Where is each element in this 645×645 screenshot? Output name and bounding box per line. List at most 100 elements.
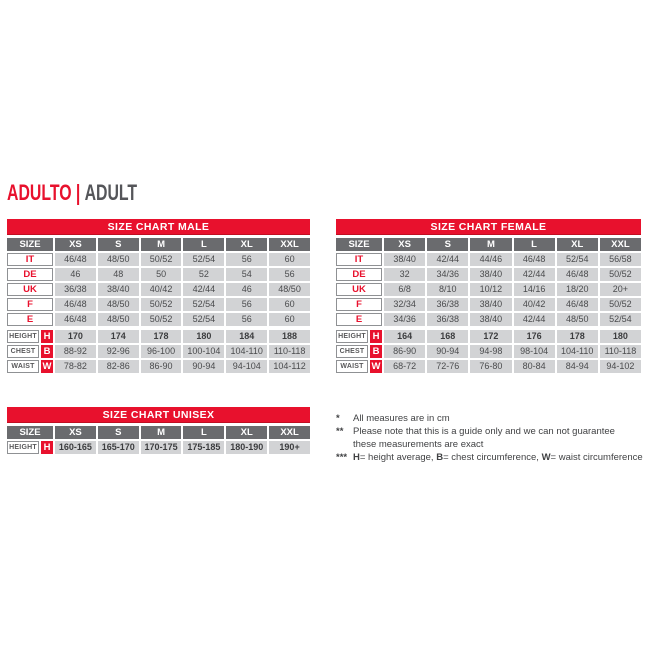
size-value-cell: 48 [97, 268, 139, 281]
size-value-cell: 52/54 [183, 298, 225, 311]
size-value-cell: 46/48 [55, 298, 96, 311]
measure-value-cell: 80-84 [513, 360, 555, 373]
size-system-label: F [336, 298, 382, 311]
column-header-cell: L [183, 426, 225, 439]
measure-value-cell: 170-175 [140, 441, 182, 454]
size-value-cell: 32/34 [384, 298, 426, 311]
measure-value-cell: 168 [427, 330, 469, 343]
column-header-cell: M [140, 238, 182, 251]
measure-badge: B [370, 345, 382, 358]
measure-value-cell: 172 [470, 330, 512, 343]
footnote-marker: *** [336, 452, 348, 463]
column-header-cell: S [97, 426, 139, 439]
size-value-cell: 38/40 [470, 268, 512, 281]
measure-value-cell: 104-112 [269, 360, 310, 373]
measure-label: WAIST [7, 360, 39, 373]
table-title-bar: SIZE CHART MALE [7, 219, 310, 235]
size-value-cell: 50/52 [140, 313, 182, 326]
size-column-header: SIZE [7, 426, 53, 439]
title-primary: ADULTO [7, 180, 72, 205]
measure-value-cell: 110-118 [599, 345, 641, 358]
column-header-cell: XS [384, 238, 426, 251]
size-value-cell: 48/50 [97, 298, 139, 311]
size-value-cell: 40/42 [513, 298, 555, 311]
measure-value-cell: 174 [97, 330, 139, 343]
size-value-cell: 32 [384, 268, 426, 281]
size-row: F 46/48 48/50 50/52 52/54 56 60 [7, 298, 310, 311]
size-system-label: E [7, 313, 53, 326]
measure-value-cell: 84-94 [556, 360, 598, 373]
page-title-text: ADULTO | ADULT [7, 182, 137, 204]
measure-value-cell: 160-165 [55, 441, 96, 454]
column-header-cell: M [140, 426, 182, 439]
footnote-line: All measures are in cm [353, 413, 450, 424]
size-value-cell: 48/50 [97, 253, 139, 266]
measure-value-cell: 110-118 [269, 345, 310, 358]
column-header-cell: XS [55, 238, 96, 251]
measure-value-cell: 164 [384, 330, 426, 343]
column-header-row: SIZE XS S M L XL XXL [7, 426, 310, 439]
size-value-cell: 40/42 [140, 283, 182, 296]
size-row: E 34/36 36/38 38/40 42/44 48/50 52/54 [336, 313, 641, 326]
size-system-label: DE [7, 268, 53, 281]
measure-value-cell: 104-110 [226, 345, 268, 358]
footnote-bold-letter: W [541, 452, 551, 463]
footnote-text: All measures are in cm [353, 412, 642, 425]
size-value-cell: 50/52 [140, 253, 182, 266]
size-value-cell: 60 [269, 253, 310, 266]
size-value-cell: 46/48 [556, 298, 598, 311]
footnote-item: * All measures are in cm [336, 412, 642, 425]
size-value-cell: 52 [183, 268, 225, 281]
footnote-marker: * [336, 413, 340, 424]
column-header-cell: XXL [599, 238, 641, 251]
size-system-label: IT [7, 253, 53, 266]
size-system-label: IT [336, 253, 382, 266]
measure-row: CHEST B 86-90 90-94 94-98 98-104 104-110 110-11… [336, 345, 641, 358]
size-value-cell: 48/50 [269, 283, 310, 296]
measure-value-cell: 78-82 [55, 360, 96, 373]
measure-value-cell: 94-102 [599, 360, 641, 373]
size-value-cell: 56 [226, 298, 268, 311]
column-header-cell: S [97, 238, 139, 251]
size-value-cell: 46/48 [55, 253, 96, 266]
column-header-row: SIZE XS S M L XL XXL [336, 238, 641, 251]
footnote-segment-text: = height average, [359, 452, 437, 463]
measure-value-cell: 170 [55, 330, 96, 343]
size-value-cell: 56 [226, 313, 268, 326]
measure-value-cell: 104-110 [556, 345, 598, 358]
measure-value-cell: 90-94 [183, 360, 225, 373]
size-value-cell: 38/40 [470, 298, 512, 311]
measure-row: HEIGHT H 164 168 172 176 178 180 [336, 330, 641, 343]
size-system-label: UK [7, 283, 53, 296]
measure-value-cell: 180 [599, 330, 641, 343]
size-value-cell: 38/40 [97, 283, 139, 296]
measure-value-cell: 94-104 [226, 360, 268, 373]
size-row: DE 32 34/36 38/40 42/44 46/48 50/52 [336, 268, 641, 281]
footnote-line: H= height average, B= chest circumferenc… [353, 451, 643, 464]
title-separator: | [75, 180, 81, 205]
size-value-cell: 42/44 [513, 313, 555, 326]
size-value-cell: 42/44 [183, 283, 225, 296]
size-value-cell: 46/48 [55, 313, 96, 326]
measure-value-cell: 68-72 [384, 360, 426, 373]
measure-badge: H [370, 330, 382, 343]
size-column-header: SIZE [7, 238, 53, 251]
size-row: UK 36/38 38/40 40/42 42/44 46 48/50 [7, 283, 310, 296]
size-chart-female-table: SIZE CHART FEMALE SIZE XS S M L XL XXL IT 38/40 42… [336, 219, 641, 375]
size-row: IT 38/40 42/44 44/46 46/48 52/54 56/58 [336, 253, 641, 266]
size-value-cell: 52/54 [556, 253, 598, 266]
measure-value-cell: 180 [183, 330, 225, 343]
size-chart-unisex-table: SIZE CHART UNISEX SIZE XS S M L XL XXL HEIGHT H 16… [7, 407, 310, 456]
size-system-label: F [7, 298, 53, 311]
column-header-row: SIZE XS S M L XL XXL [7, 238, 310, 251]
table-title-bar: SIZE CHART FEMALE [336, 219, 641, 235]
measure-value-cell: 190+ [269, 441, 310, 454]
measure-value-cell: 90-94 [427, 345, 469, 358]
footnote-text: H= height average, B= chest circumferenc… [353, 451, 643, 464]
size-value-cell: 36/38 [55, 283, 96, 296]
size-value-cell: 50/52 [599, 268, 641, 281]
measure-label: CHEST [336, 345, 368, 358]
title-secondary: ADULT [84, 180, 138, 205]
size-system-label: UK [336, 283, 382, 296]
